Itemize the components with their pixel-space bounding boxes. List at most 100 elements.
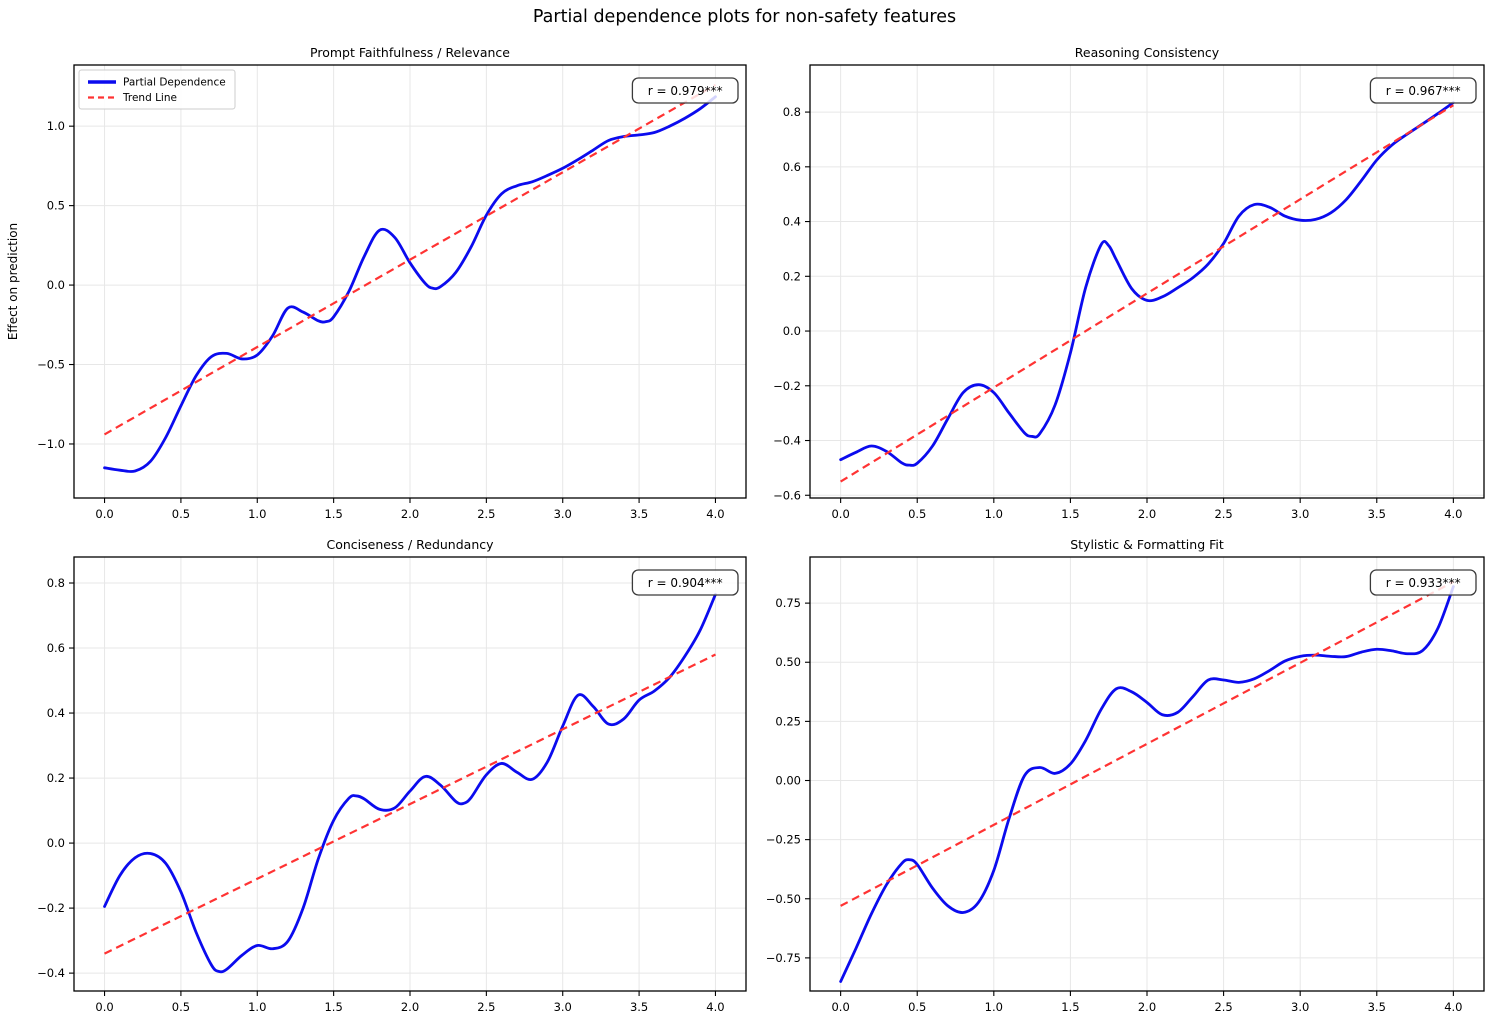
y-tick-label: 0.2 <box>47 771 65 785</box>
legend-box <box>78 69 236 110</box>
partial-dependence-curve <box>103 95 717 473</box>
annotation-box <box>1369 569 1477 596</box>
y-tick-label: 0.8 <box>47 576 65 590</box>
annotation-text: r = 0.933*** <box>1386 576 1461 590</box>
annotation-box <box>631 569 739 596</box>
series-group <box>839 580 1455 983</box>
grid <box>74 557 746 991</box>
ticks <box>69 582 717 996</box>
grid <box>810 557 1484 991</box>
correlation-annotation: r = 0.979*** <box>631 77 739 104</box>
y-tick-label: −0.2 <box>773 379 801 393</box>
legend-label: Trend Line <box>122 92 177 104</box>
grid <box>810 65 1484 498</box>
subplot-title: Prompt Faithfulness / Relevance <box>310 45 510 60</box>
x-tick-label: 1.5 <box>324 1000 342 1014</box>
x-tick-label: 2.0 <box>1138 1000 1156 1014</box>
trend-line <box>103 83 717 436</box>
x-tick-label: 4.0 <box>1444 1000 1462 1014</box>
partial-dependence-curve <box>839 101 1455 467</box>
x-tick-label: 0.0 <box>831 507 849 521</box>
trend-line <box>840 104 1454 483</box>
subplot-title: Reasoning Consistency <box>1075 45 1220 60</box>
subplot-title: Conciseness / Redundancy <box>326 537 494 552</box>
x-tick-label: 4.0 <box>1444 507 1462 521</box>
series-group <box>103 83 717 473</box>
annotation-box <box>1369 77 1477 104</box>
x-tick-label: 4.0 <box>706 507 724 521</box>
legend: Partial Dependence Trend Line <box>78 69 236 110</box>
x-tick-label: 3.0 <box>1291 1000 1309 1014</box>
x-tick-label: 2.0 <box>401 1000 419 1014</box>
y-tick-label: −0.5 <box>37 358 65 372</box>
ticks <box>805 111 1454 503</box>
correlation-annotation: r = 0.933*** <box>1369 569 1477 596</box>
x-tick-label: 3.0 <box>554 507 572 521</box>
y-tick-label: 0.4 <box>783 215 801 229</box>
partial-dependence-curve <box>103 592 717 974</box>
y-tick-label: −0.50 <box>766 892 801 906</box>
x-tick-label: 0.0 <box>95 1000 113 1014</box>
y-tick-label: −0.25 <box>766 833 801 847</box>
y-tick-label: 1.0 <box>47 119 65 133</box>
x-tick-label: 3.5 <box>630 1000 648 1014</box>
annotation-text: r = 0.967*** <box>1386 84 1461 98</box>
x-tick-label: 1.5 <box>1061 1000 1079 1014</box>
y-tick-label: −0.75 <box>766 951 801 965</box>
y-tick-label: 0.2 <box>783 269 801 283</box>
y-tick-label: −0.2 <box>37 901 65 915</box>
y-tick-label: 0.0 <box>47 836 65 850</box>
series-group <box>839 101 1455 483</box>
x-tick-label: 0.0 <box>831 1000 849 1014</box>
correlation-annotation: r = 0.967*** <box>1369 77 1477 104</box>
y-tick-label: 0.6 <box>783 160 801 174</box>
ticks <box>69 125 717 503</box>
x-tick-label: 2.0 <box>1138 507 1156 521</box>
x-tick-label: 1.0 <box>985 507 1003 521</box>
ticks <box>805 602 1454 996</box>
x-tick-label: 0.5 <box>908 1000 926 1014</box>
x-tick-label: 4.0 <box>706 1000 724 1014</box>
subplot-title: Stylistic & Formatting Fit <box>1070 537 1224 552</box>
x-tick-label: 1.5 <box>324 507 342 521</box>
subplot-3: 0.0 0.5 1.0 1.5 2.0 2.5 3.0 3.5 4.0 0.75 0.50 0.25 0… <box>766 537 1485 1014</box>
subplot-1: 0.0 0.5 1.0 1.5 2.0 2.5 3.0 3.5 4.0 0.8 0.6 0.4 0.2 0… <box>773 45 1485 521</box>
annotation-text: r = 0.979*** <box>648 84 723 98</box>
y-tick-label: −0.4 <box>773 434 801 448</box>
x-tick-label: 3.5 <box>1368 507 1386 521</box>
x-tick-label: 2.5 <box>1214 507 1232 521</box>
subplot-2: 0.0 0.5 1.0 1.5 2.0 2.5 3.0 3.5 4.0 0.8 0.6 0.4 0.2 0… <box>37 537 747 1014</box>
partial-dependence-curve <box>839 585 1455 983</box>
x-tick-label: 1.0 <box>985 1000 1003 1014</box>
y-tick-label: 0.0 <box>783 324 801 338</box>
x-tick-label: 2.5 <box>1214 1000 1232 1014</box>
y-tick-label: 0.8 <box>783 105 801 119</box>
y-tick-label: 0.4 <box>47 706 65 720</box>
y-tick-label: 0.75 <box>775 596 801 610</box>
x-tick-label: 2.0 <box>401 507 419 521</box>
x-tick-label: 3.0 <box>554 1000 572 1014</box>
y-tick-label: 0.5 <box>47 199 65 213</box>
legend-label: Partial Dependence <box>123 77 226 89</box>
y-tick-label: 0.25 <box>775 714 801 728</box>
x-tick-label: 0.0 <box>95 507 113 521</box>
y-tick-label: 0.0 <box>47 278 65 292</box>
x-tick-label: 1.0 <box>248 507 266 521</box>
x-tick-label: 0.5 <box>172 507 190 521</box>
y-tick-label: −1.0 <box>37 437 65 451</box>
trend-line <box>840 580 1454 907</box>
y-tick-label: −0.6 <box>773 488 801 502</box>
y-tick-label: 0.6 <box>47 641 65 655</box>
y-tick-label: 0.50 <box>775 655 801 669</box>
grid <box>74 65 746 498</box>
annotation-box <box>631 77 739 104</box>
x-tick-label: 0.5 <box>172 1000 190 1014</box>
y-axis-label: Effect on prediction <box>6 223 20 340</box>
x-tick-label: 1.5 <box>1061 507 1079 521</box>
x-tick-label: 1.0 <box>248 1000 266 1014</box>
x-tick-label: 3.5 <box>630 507 648 521</box>
x-tick-label: 0.5 <box>908 507 926 521</box>
x-tick-label: 3.0 <box>1291 507 1309 521</box>
